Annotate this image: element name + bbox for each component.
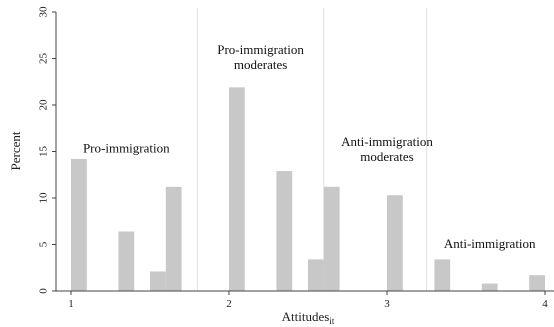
x-axis-title-subscript: it	[329, 316, 335, 326]
bar-4	[165, 186, 182, 291]
annotation-3: Anti-immigration moderates	[341, 134, 433, 164]
bar-6	[276, 171, 293, 291]
x-tick-label-2: 2	[226, 298, 232, 310]
bar-3	[150, 271, 166, 291]
annotation-2-line-1: Pro-immigration	[217, 42, 304, 57]
annotation-2: Pro-immigration moderates	[217, 42, 304, 72]
y-tick-label-20: 20	[38, 99, 50, 111]
x-tick-label-1: 1	[68, 298, 74, 310]
bar-12	[529, 275, 545, 291]
annotation-2-line-2: moderates	[234, 57, 287, 72]
annotation-4-line-1: Anti-immigration	[444, 236, 536, 251]
x-tick-label-4: 4	[542, 298, 548, 310]
y-axis: 0 5 10 15 20 25 30	[38, 6, 57, 294]
annotation-3-line-1: Anti-immigration	[341, 134, 433, 149]
y-tick-label-5: 5	[38, 241, 50, 247]
bar-7	[308, 259, 324, 291]
y-axis-title: Percent	[8, 131, 23, 170]
annotation-4: Anti-immigration	[444, 236, 536, 251]
bar-11	[481, 283, 498, 291]
x-axis-title-main: Attitudes	[282, 309, 330, 324]
annotation-3-line-2: moderates	[360, 149, 413, 164]
bar-9	[387, 195, 403, 291]
y-tick-label-0: 0	[38, 288, 50, 294]
bar-1	[71, 158, 87, 291]
x-tick-label-3: 3	[384, 298, 390, 310]
y-tick-label-30: 30	[38, 6, 50, 18]
bars	[71, 87, 545, 291]
y-tick-label-25: 25	[38, 53, 50, 65]
bar-10	[434, 259, 451, 291]
bar-8	[323, 186, 340, 291]
y-tick-label-10: 10	[38, 192, 50, 204]
y-tick-label-15: 15	[38, 146, 50, 158]
annotation-1-line-1: Pro-immigration	[83, 140, 170, 155]
x-axis-title: Attitudesit	[282, 309, 335, 326]
annotation-1: Pro-immigration	[83, 140, 170, 155]
bar-5	[229, 87, 245, 291]
x-axis: 1 2 3 4	[56, 290, 554, 310]
bar-2	[118, 231, 135, 291]
